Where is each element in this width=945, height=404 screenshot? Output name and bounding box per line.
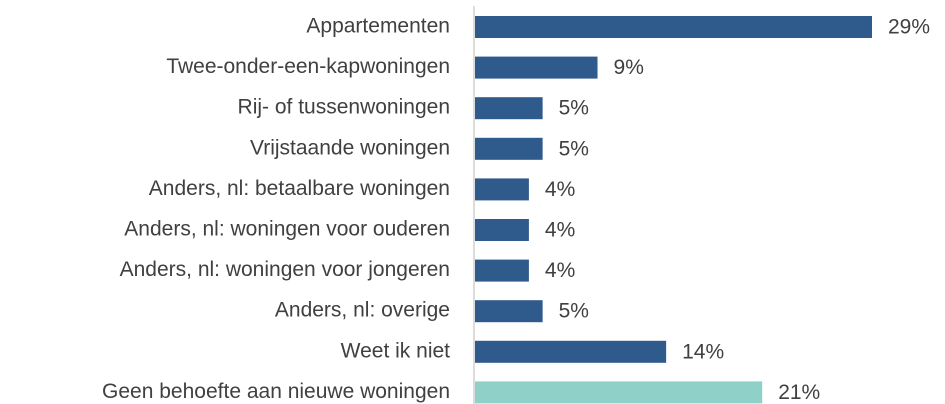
value-label: 5% [559, 300, 589, 323]
bar [475, 340, 667, 363]
bar [475, 219, 529, 241]
value-label: 5% [559, 137, 589, 160]
value-label: 14% [682, 340, 724, 363]
category-label: Weet ik niet [341, 339, 450, 362]
value-label: 29% [888, 16, 930, 39]
bar [475, 56, 598, 79]
category-label: Anders, nl: overige [275, 299, 450, 322]
bar [475, 137, 543, 160]
bar [475, 381, 763, 404]
bar [475, 97, 543, 120]
category-label: Twee-onder-een-kapwoningen [166, 55, 450, 78]
value-label: 9% [614, 56, 644, 79]
category-label: Geen behoefte aan nieuwe woningen [102, 380, 450, 403]
bar [475, 259, 529, 282]
value-label: 5% [559, 97, 589, 120]
category-label: Appartementen [306, 15, 450, 38]
value-label: 21% [778, 381, 820, 404]
category-label: Anders, nl: betaalbare woningen [149, 177, 450, 200]
category-label: Anders, nl: woningen voor jongeren [120, 258, 450, 281]
category-label: Rij- of tussenwoningen [238, 96, 450, 119]
category-label: Anders, nl: woningen voor ouderen [124, 218, 450, 241]
value-label: 4% [545, 178, 575, 201]
bar [475, 16, 872, 38]
bar [475, 178, 529, 201]
bar [475, 300, 543, 323]
value-label: 4% [545, 219, 575, 242]
category-label: Vrijstaande woningen [250, 136, 450, 159]
value-label: 4% [545, 259, 575, 282]
